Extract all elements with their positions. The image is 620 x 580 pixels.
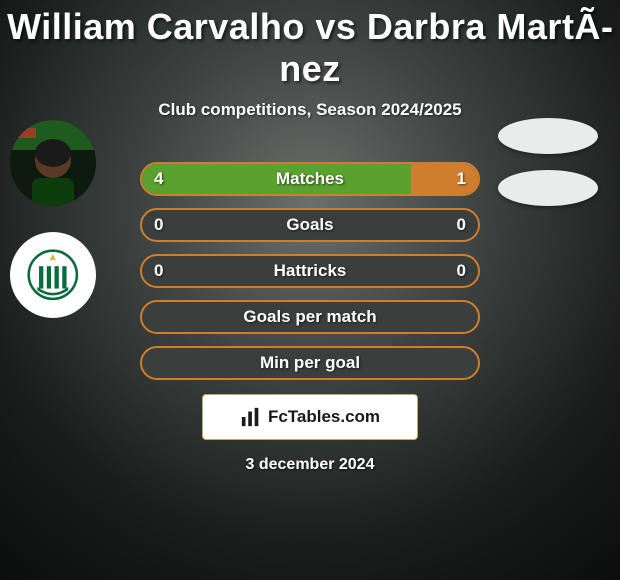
stat-oval xyxy=(498,118,598,154)
stat-row: 0 Hattricks 0 xyxy=(140,254,480,288)
row-label: Matches xyxy=(276,169,344,189)
chart-bars-icon xyxy=(240,406,262,428)
subtitle: Club competitions, Season 2024/2025 xyxy=(0,100,620,120)
left-value: 0 xyxy=(154,256,163,286)
left-value: 0 xyxy=(154,210,163,240)
right-value: 0 xyxy=(457,210,466,240)
row-label: Goals per match xyxy=(243,307,376,327)
stat-row: Min per goal xyxy=(140,346,480,380)
branding-text: FcTables.com xyxy=(268,407,380,427)
right-value: 1 xyxy=(457,164,466,194)
right-segment xyxy=(411,164,478,194)
stat-row: Goals per match xyxy=(140,300,480,334)
stat-row: 0 Goals 0 xyxy=(140,208,480,242)
date-text: 3 december 2024 xyxy=(0,456,620,474)
comparison-bars: 4 Matches 1 0 Goals 0 0 Hattricks 0 Goal… xyxy=(0,162,620,380)
page-title: William Carvalho vs Darbra MartÃ­nez xyxy=(0,0,620,90)
left-value: 4 xyxy=(154,164,163,194)
row-label: Min per goal xyxy=(260,353,360,373)
right-value: 0 xyxy=(457,256,466,286)
row-label: Hattricks xyxy=(274,261,347,281)
branding-box: FcTables.com xyxy=(202,394,418,440)
row-label: Goals xyxy=(286,215,333,235)
stat-row: 4 Matches 1 xyxy=(140,162,480,196)
